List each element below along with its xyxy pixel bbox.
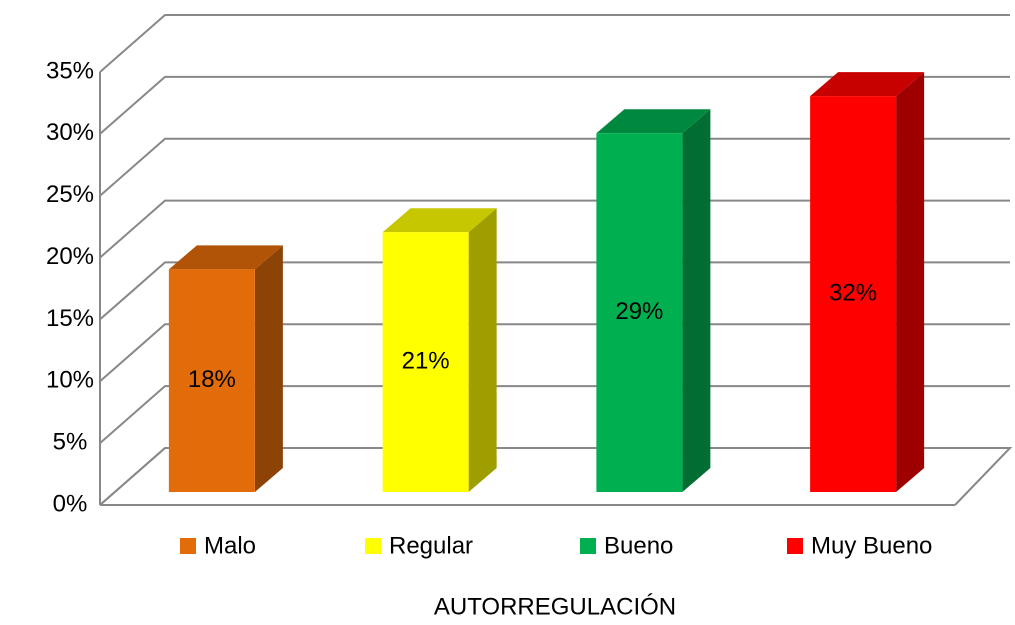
data-label: 29% [615,298,663,325]
y-tick-label: 30% [46,119,94,146]
grid-line [99,199,1010,259]
bar [168,269,255,492]
legend-swatch [180,538,196,554]
bar-side [254,245,283,492]
y-tick-label: 15% [46,305,94,332]
bar-top [596,109,711,134]
y-tick-label: 20% [46,243,94,270]
legend-label: Muy Bueno [811,532,932,559]
bar [810,96,897,492]
bar [596,133,683,492]
legend-label: Bueno [604,532,673,559]
legend-label: Malo [204,532,256,559]
data-label: 32% [829,279,877,306]
grid-line [99,14,1010,73]
data-label: 21% [402,347,450,374]
grid-line [99,75,1010,135]
bar-top [810,72,925,97]
legend-swatch [787,538,803,554]
y-tick-label: 5% [53,428,88,455]
y-tick-label: 10% [46,367,94,394]
bar-side [468,208,497,492]
grid-line [99,261,1010,321]
grid-line [99,447,1010,506]
bar [382,232,469,492]
data-label: 18% [188,366,236,393]
y-tick-label: 25% [46,181,94,208]
legend-swatch [365,538,381,554]
grid-line [99,137,1010,197]
y-tick-label: 35% [46,57,94,84]
grid-line [99,385,1010,444]
bar-side [896,72,925,492]
x-axis-label: AUTORREGULACIÓN [434,593,676,620]
grid-line [99,323,1010,383]
bar-side [682,109,711,492]
bar-top [382,208,497,233]
legend-label: Regular [389,532,473,559]
y-tick-label: 0% [53,490,88,517]
legend-swatch [580,538,596,554]
bar-top [168,245,283,270]
